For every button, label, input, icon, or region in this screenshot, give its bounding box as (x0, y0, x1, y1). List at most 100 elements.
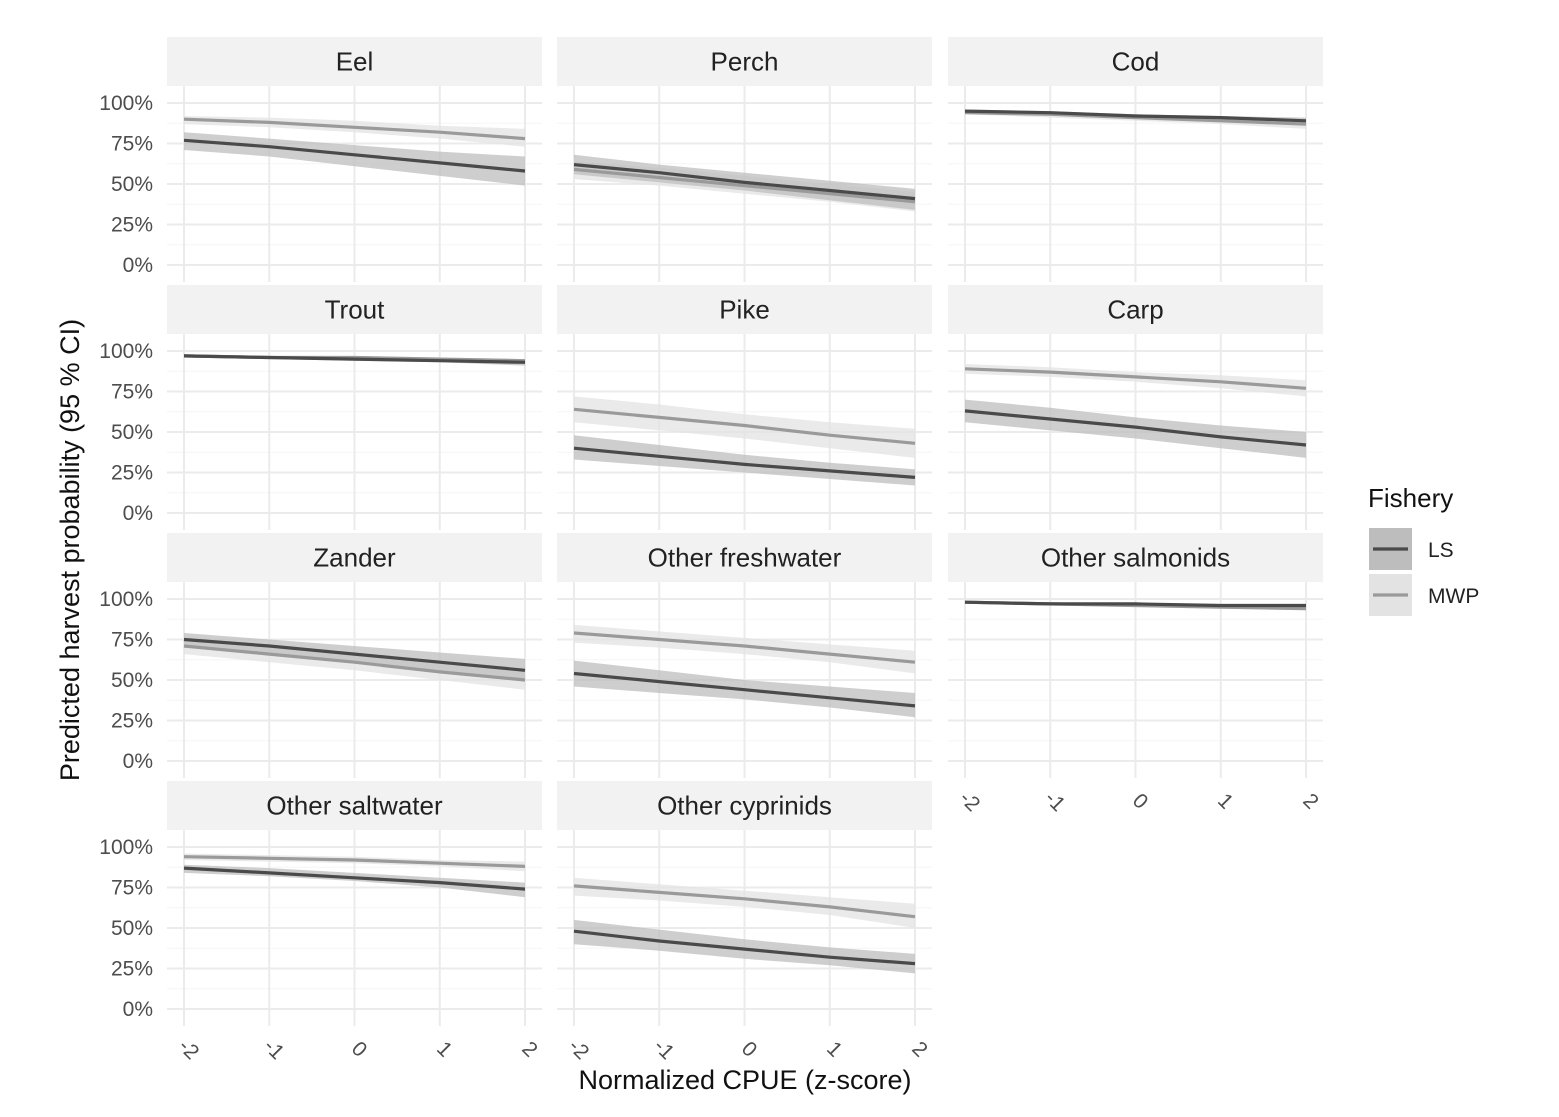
facet-strip-other-salmonids (948, 533, 1323, 582)
y-tick-label: 0% (123, 750, 153, 773)
series-line-ls (183, 354, 526, 364)
series-line-ls (573, 929, 916, 966)
x-tick-label: -1 (259, 1035, 288, 1064)
panel-other-cyprinids: Other cyprinids -2 -1 0 1 2 (557, 781, 932, 1064)
facet-title-cod: Cod (1112, 47, 1160, 77)
facet-strip-other-freshwater (557, 533, 932, 582)
series-line-mwp (573, 167, 916, 204)
panel-cod: Cod (948, 37, 1323, 282)
ci-band-ls (965, 399, 1306, 458)
y-tick-label: 25% (111, 958, 153, 981)
series-line-mwp (573, 884, 916, 919)
y-tick-label: 100% (99, 588, 153, 611)
x-tick-label: 0 (1128, 789, 1153, 814)
facet-title-perch: Perch (711, 47, 779, 77)
series-line-mwp (183, 644, 526, 682)
y-tick-label: 50% (111, 173, 153, 196)
facet-strip-carp (948, 285, 1323, 334)
facet-strip-eel (167, 37, 542, 86)
y-tick-label: 100% (99, 92, 153, 115)
panel-other-salmonids: Other salmonids -2 -1 0 1 2 (948, 533, 1323, 816)
y-tick-label: 25% (111, 710, 153, 733)
ci-band-mwp (574, 624, 915, 674)
ci-band-ls (574, 919, 915, 974)
panel-carp: Carp (948, 285, 1323, 530)
series-line-ls (183, 138, 526, 173)
y-tick-label: 50% (111, 669, 153, 692)
facet-title-pike: Pike (719, 295, 770, 325)
y-tick-label: 75% (111, 629, 153, 652)
x-tick-label: -2 (564, 1035, 593, 1064)
series-line-ls (964, 109, 1307, 123)
panel-other-saltwater: Other saltwater 0% 25% 50% 75% 100% -2 -1 0 1 2 (99, 781, 542, 1064)
panel-pike: Pike (557, 285, 932, 530)
y-tick-label: 0% (123, 998, 153, 1021)
facet-title-carp: Carp (1107, 295, 1163, 325)
y-tick-label: 50% (111, 917, 153, 940)
facet-title-other-saltwater: Other saltwater (266, 791, 443, 821)
panel-perch: Perch (557, 37, 932, 282)
facet-title-other-freshwater: Other freshwater (648, 543, 842, 573)
facet-title-trout: Trout (325, 295, 385, 325)
facet-title-other-cyprinids: Other cyprinids (657, 791, 832, 821)
x-tick-label: -1 (1040, 787, 1069, 816)
series-line-ls (183, 637, 526, 672)
legend-label-mwp: MWP (1428, 585, 1479, 608)
panel-eel: Eel 0% 25% 50% 75% 100% (99, 37, 542, 282)
panel-other-freshwater: Other freshwater (557, 533, 932, 778)
series-line-ls (573, 446, 916, 479)
y-tick-label: 75% (111, 133, 153, 156)
facet-title-other-salmonids: Other salmonids (1041, 543, 1230, 573)
x-tick-label: 1 (1213, 789, 1238, 814)
panel-trout: Trout 0% 25% 50% 75% 100% (99, 285, 542, 530)
y-tick-label: 0% (123, 502, 153, 525)
x-tick-label: 0 (737, 1037, 762, 1062)
facet-strip-other-saltwater (167, 781, 542, 830)
series-line-ls (183, 866, 526, 891)
x-axis-title: Normalized CPUE (z-score) (578, 1065, 911, 1095)
x-tick-label: 2 (517, 1037, 542, 1062)
x-tick-label: -2 (955, 787, 984, 816)
series-line-mwp (183, 117, 526, 141)
series-line-mwp (964, 367, 1307, 390)
series-line-ls (964, 409, 1307, 447)
series-line-mwp (573, 631, 916, 664)
x-tick-label: -1 (649, 1035, 678, 1064)
facet-strip-pike (557, 285, 932, 334)
legend-title: Fishery (1368, 483, 1453, 513)
ci-band-ls (574, 435, 915, 486)
x-tick-label: 1 (432, 1037, 457, 1062)
y-tick-label: 50% (111, 421, 153, 444)
legend: Fishery LS MWP (1368, 483, 1479, 616)
y-axis-title: Predicted harvest probability (95 % CI) (55, 319, 85, 781)
series-line-mwp (183, 855, 526, 868)
series-line-ls (573, 163, 916, 201)
x-tick-label: 1 (822, 1037, 847, 1062)
series-line-ls (573, 671, 916, 708)
series-line-mwp (573, 407, 916, 445)
facet-title-eel: Eel (336, 47, 374, 77)
y-tick-label: 25% (111, 214, 153, 237)
x-tick-label: 0 (347, 1037, 372, 1062)
legend-label-ls: LS (1428, 539, 1454, 562)
panel-zander: Zander 0% 25% 50% 75% 100% (99, 533, 542, 778)
y-tick-label: 75% (111, 381, 153, 404)
y-tick-label: 25% (111, 462, 153, 485)
y-tick-label: 0% (123, 254, 153, 277)
facet-strip-perch (557, 37, 932, 86)
x-tick-label: -2 (174, 1035, 203, 1064)
y-tick-label: 100% (99, 340, 153, 363)
series-line-ls (964, 600, 1306, 608)
ci-band-mwp (574, 877, 915, 928)
facet-strip-trout (167, 285, 542, 334)
y-tick-label: 100% (99, 836, 153, 859)
y-tick-label: 75% (111, 877, 153, 900)
x-tick-label: 2 (907, 1037, 932, 1062)
facet-strip-other-cyprinids (557, 781, 932, 830)
ci-band-mwp (574, 396, 915, 458)
facet-strip-zander (167, 533, 542, 582)
x-tick-label: 2 (1298, 789, 1323, 814)
facet-title-zander: Zander (313, 543, 396, 573)
